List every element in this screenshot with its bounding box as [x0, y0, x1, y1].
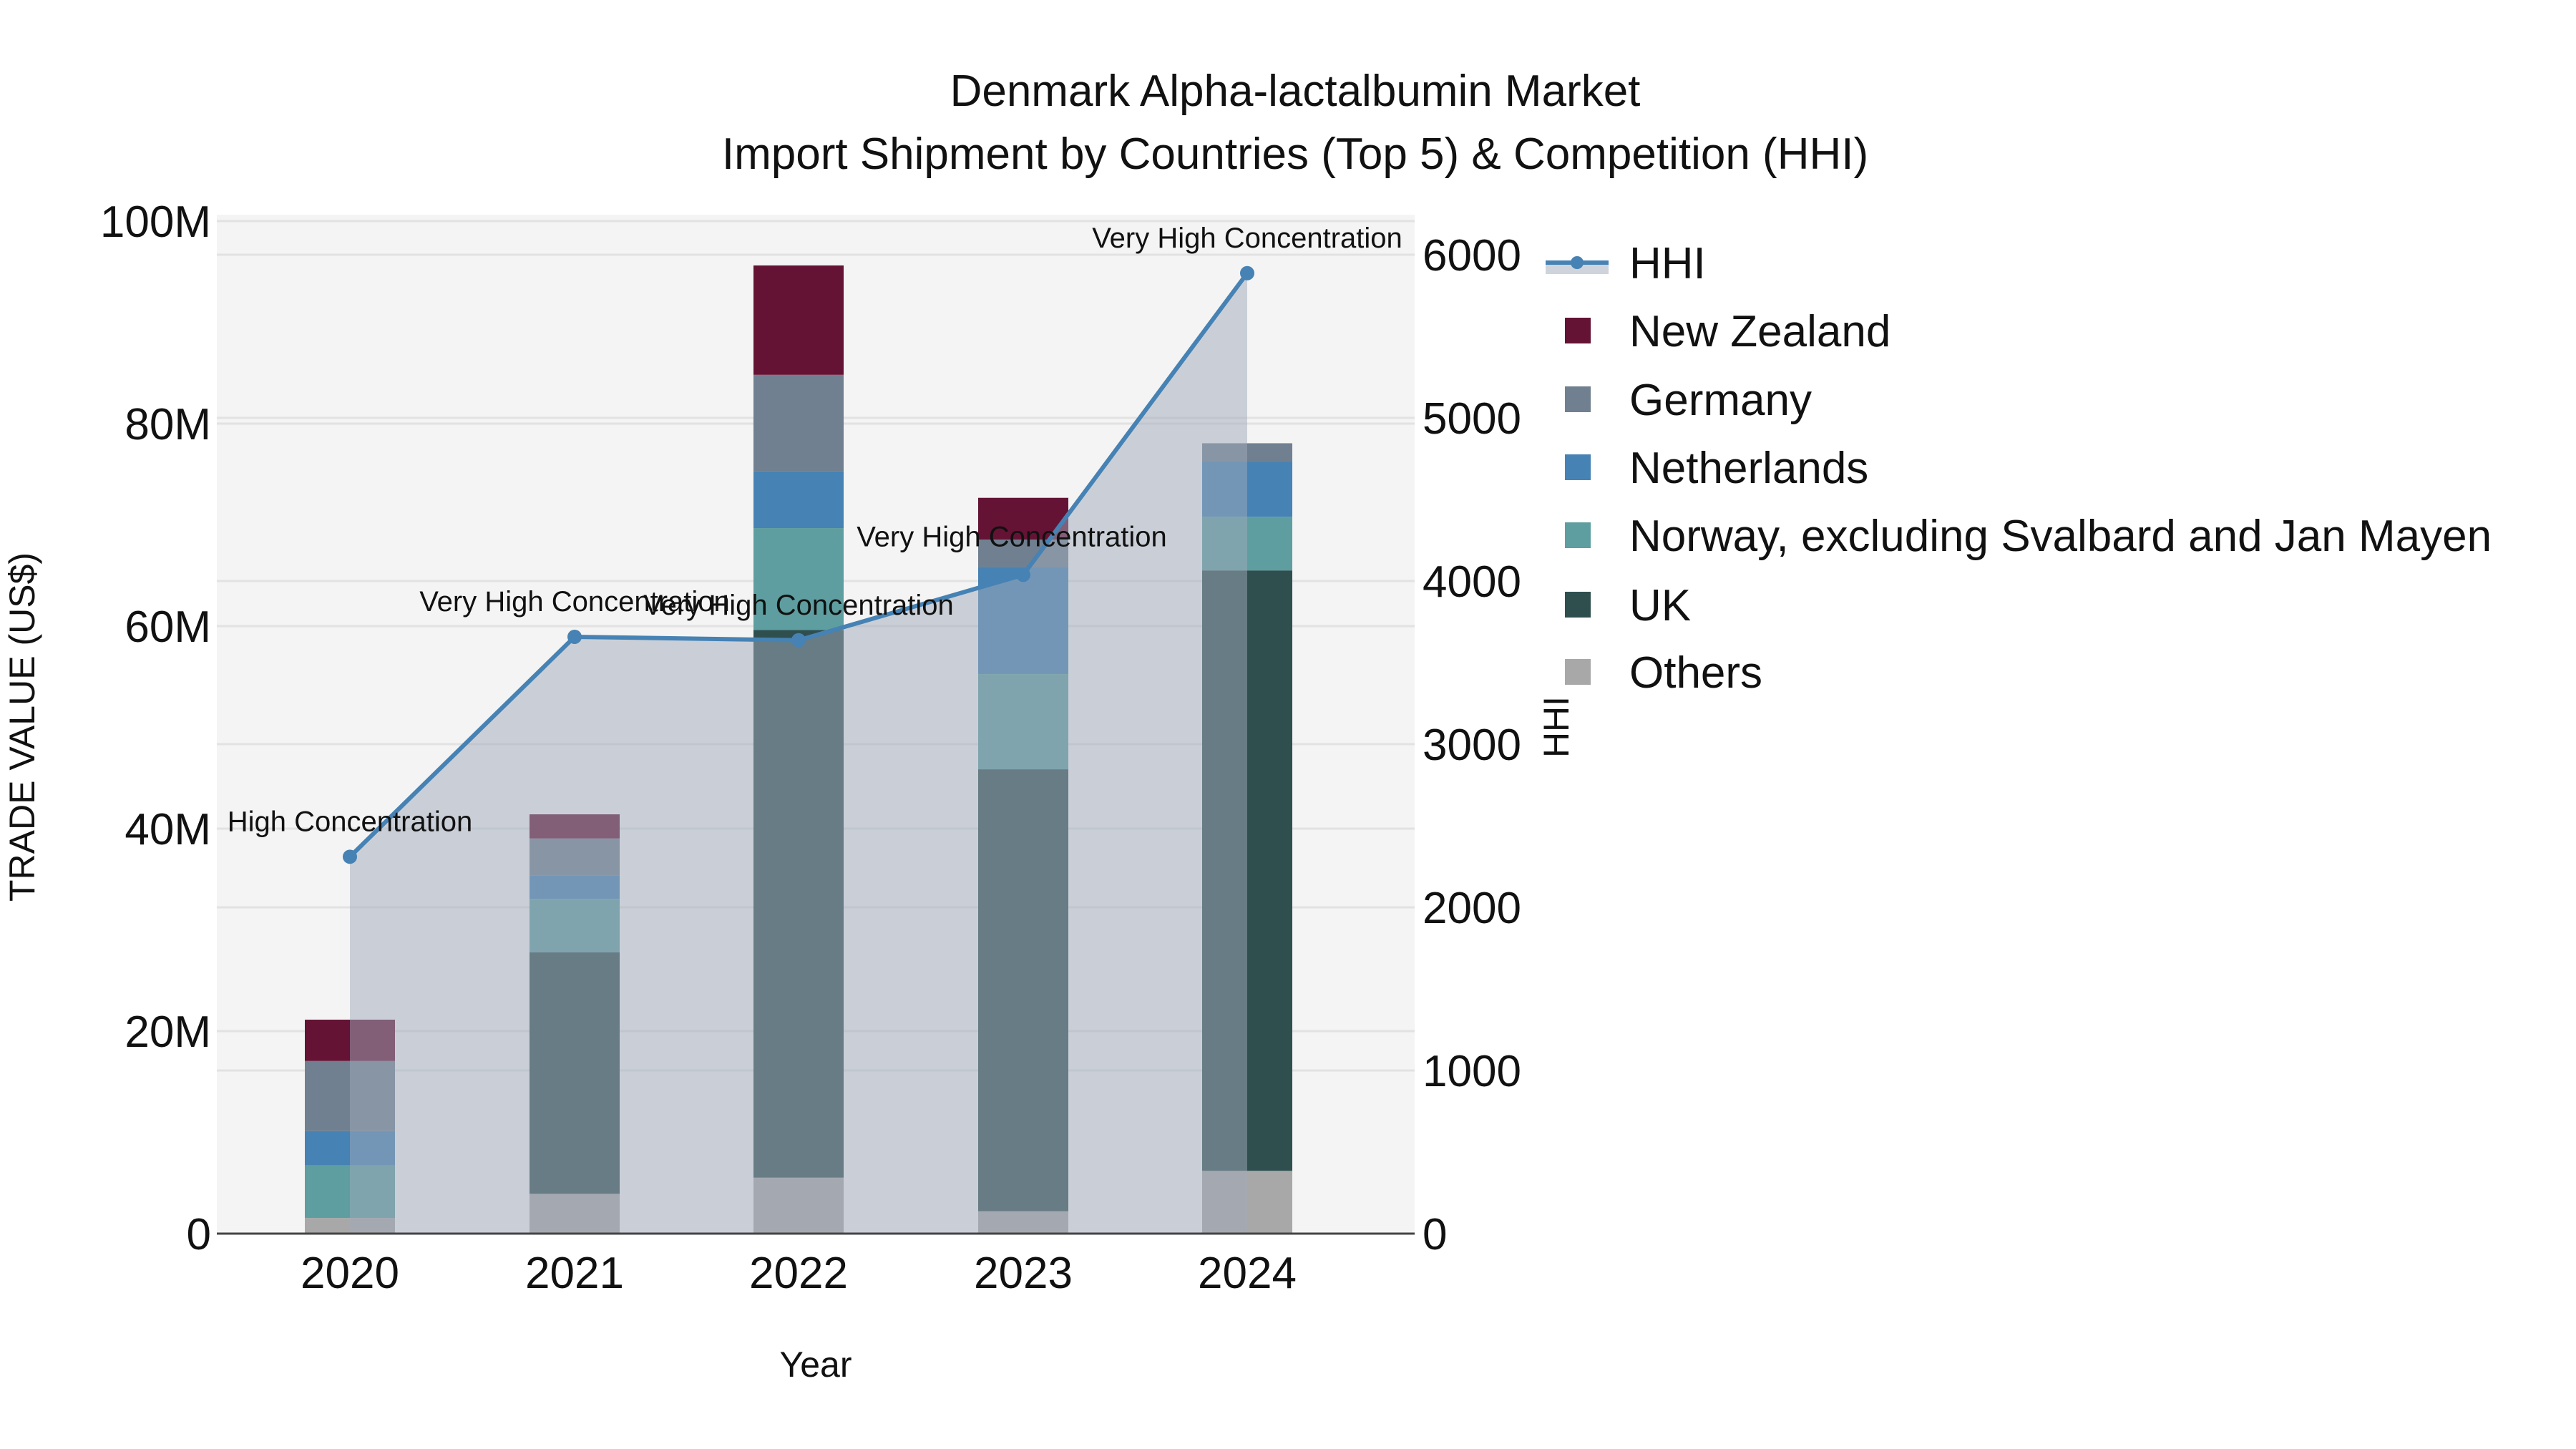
hhi-marker: [567, 629, 582, 644]
y-tick-label: 0: [187, 1210, 211, 1259]
legend-label: New Zealand: [1629, 307, 1890, 356]
y2-tick-label: 6000: [1423, 231, 1521, 280]
y-axis-title: TRADE VALUE (US$): [2, 552, 42, 902]
legend-item: Others: [1565, 648, 1762, 698]
x-axis-ticks: 2020 2021 2022 2023 2024: [301, 1249, 1297, 1298]
legend-swatch-icon: [1565, 318, 1591, 343]
x-tick-label: 2023: [974, 1249, 1073, 1298]
legend-item: New Zealand: [1565, 307, 1890, 356]
legend-swatch-icon: [1565, 386, 1591, 412]
legend-label: Others: [1629, 648, 1762, 698]
legend: HHI New Zealand Germany Netherlands Norway, …: [1546, 239, 2492, 698]
y2-axis-title: HHI: [1536, 696, 1576, 758]
legend-item: HHI: [1546, 239, 1706, 288]
legend-item: UK: [1565, 581, 1691, 630]
hhi-area: [350, 273, 1247, 1234]
y-tick-label: 80M: [125, 400, 211, 449]
y-tick-label: 20M: [125, 1008, 211, 1057]
legend-label: Norway, excluding Svalbard and Jan Mayen: [1629, 512, 2492, 561]
y2-tick-label: 2000: [1423, 884, 1521, 933]
x-axis-title: Year: [779, 1345, 852, 1385]
hhi-marker: [1240, 265, 1254, 280]
legend-swatch-icon: [1565, 659, 1591, 685]
y-tick-label: 60M: [125, 602, 211, 652]
bar-segment: [753, 528, 844, 630]
hhi-fill-area: [350, 273, 1247, 1234]
y2-tick-label: 0: [1423, 1210, 1447, 1259]
legend-label: UK: [1629, 581, 1691, 630]
hhi-annotations: High Concentration Very High Concentratio…: [228, 223, 1402, 838]
legend-label: Netherlands: [1629, 444, 1868, 493]
x-tick-label: 2020: [301, 1249, 399, 1298]
x-tick-label: 2024: [1198, 1249, 1297, 1298]
legend-item: Norway, excluding Svalbard and Jan Mayen: [1565, 512, 2492, 561]
hhi-marker: [343, 849, 357, 864]
y2-tick-label: 1000: [1423, 1047, 1521, 1096]
chart-title: Denmark Alpha-lactalbumin Market: [950, 67, 1641, 116]
legend-label: Germany: [1629, 376, 1812, 425]
hhi-marker: [1016, 567, 1030, 582]
hhi-line: [343, 265, 1254, 864]
hhi-annotation: Very High Concentration: [1092, 223, 1402, 254]
chart-subtitle: Import Shipment by Countries (Top 5) & C…: [722, 130, 1868, 179]
bar-segment: [753, 265, 844, 375]
hhi-annotation: High Concentration: [228, 806, 472, 837]
y2-tick-label: 3000: [1423, 721, 1521, 770]
y2-tick-label: 4000: [1423, 557, 1521, 607]
legend-item: Germany: [1565, 376, 1812, 425]
hhi-annotation: Very High Concentration: [643, 590, 954, 621]
y-axis-ticks: 0 20M 40M 60M 80M 100M: [100, 197, 211, 1259]
bar-segment: [753, 471, 844, 529]
legend-swatch-icon: [1565, 454, 1591, 480]
legend-swatch-icon: [1565, 522, 1591, 548]
hhi-marker: [791, 633, 806, 648]
hhi-annotation: Very High Concentration: [419, 586, 730, 618]
legend-label: HHI: [1629, 239, 1706, 288]
x-tick-label: 2022: [749, 1249, 848, 1298]
y-tick-label: 40M: [125, 805, 211, 854]
legend-item: Netherlands: [1565, 444, 1868, 493]
legend-hhi-marker-icon: [1571, 256, 1584, 269]
y2-axis-ticks: 0 1000 2000 3000 4000 5000 6000: [1423, 231, 1521, 1259]
y-tick-label: 100M: [100, 197, 211, 247]
legend-swatch-icon: [1565, 592, 1591, 618]
y2-tick-label: 5000: [1423, 394, 1521, 444]
x-tick-label: 2021: [525, 1249, 624, 1298]
bar-segment: [753, 374, 844, 472]
hhi-annotation: Very High Concentration: [857, 521, 1167, 552]
